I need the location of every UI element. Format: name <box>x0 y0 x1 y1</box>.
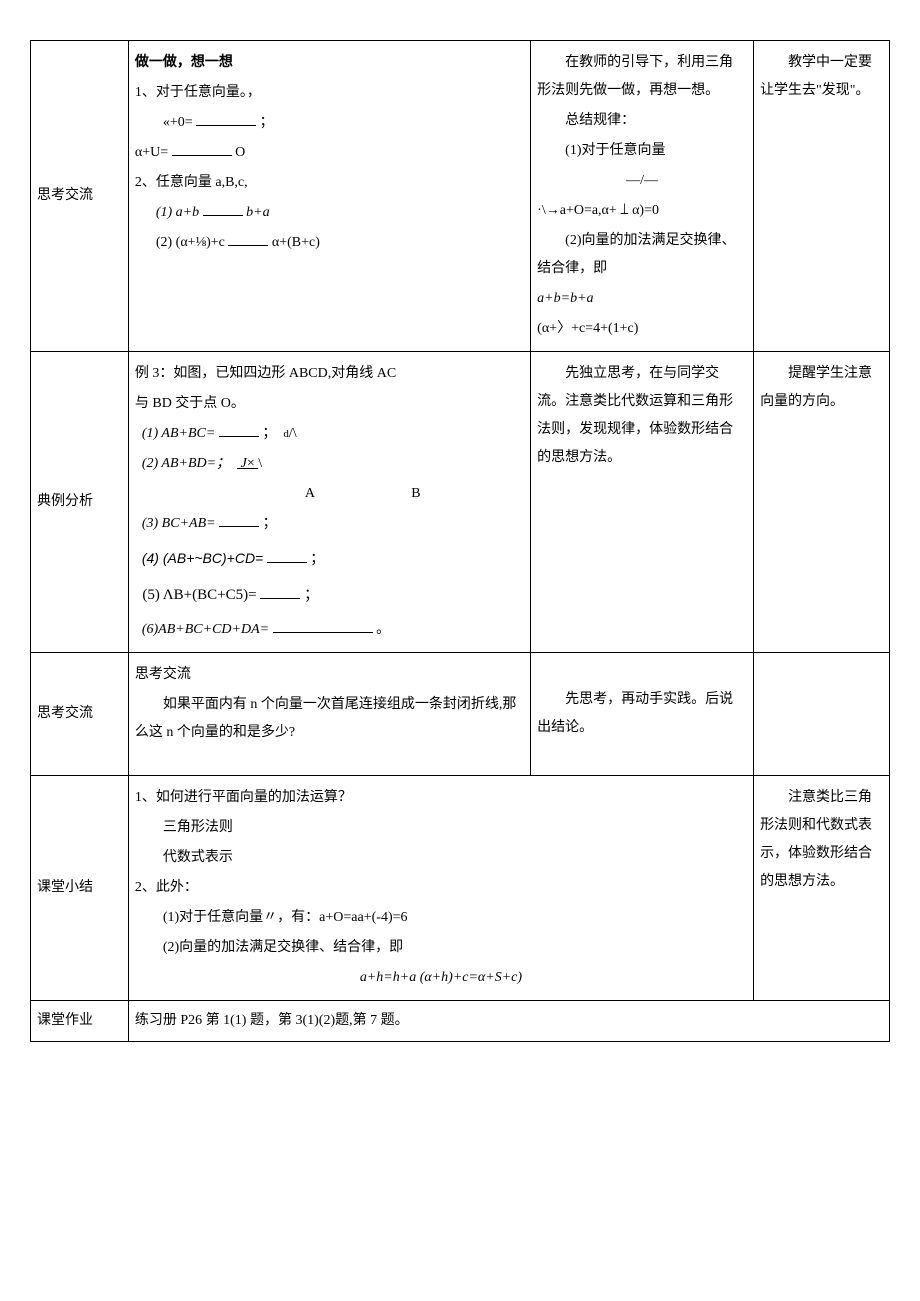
row5-label: 课堂作业 <box>31 1001 129 1042</box>
r4-l2: 2、此外： <box>135 874 747 902</box>
r1c3-p3b: ·\→a+O=a,α+ ⟘ α)=0 <box>537 197 747 225</box>
r2-i2: (2) AB+BD=； J× \ <box>135 450 524 478</box>
row-example: 典例分析 例 3：如图，已知四边形 ABCD,对角线 AC 与 BD 交于点 O… <box>31 352 890 653</box>
r2-i3-pre: (3) BC+AB= <box>142 516 216 531</box>
r1-lineb: α+U= O <box>135 139 524 167</box>
r3c3: 先思考，再动手实践。后说出结论。 <box>537 686 747 742</box>
blank <box>203 201 243 216</box>
row2-guide: 先独立思考，在与同学交流。注意类比代数运算和三角形法则，发现规律，体验数形结合的… <box>531 352 754 653</box>
r2-intro2: 与 BD 交于点 O。 <box>135 390 524 418</box>
r3-body: 如果平面内有 n 个向量一次首尾连接组成一条封闭折线,那么这 n 个向量的和是多… <box>135 691 524 747</box>
r1c3-p1: 在教师的引导下，利用三角形法则先做一做，再想一想。 <box>537 49 747 105</box>
r2-i4: (4) (AB+~BC)+CD= ； <box>135 544 524 574</box>
fig-j-text: J <box>241 456 247 471</box>
r4-l1b: 代数式表示 <box>135 844 747 872</box>
row4-label: 课堂小结 <box>31 776 129 1001</box>
row1-guide: 在教师的引导下，利用三角形法则先做一做，再想一想。 总结规律： (1)对于任意向… <box>531 41 754 352</box>
r4-l1: 1、如何进行平面向量的加法运算？ <box>135 784 747 812</box>
row-homework: 课堂作业 练习册 P26 第 1(1) 题，第 3(1)(2)题,第 7 题。 <box>31 1001 890 1042</box>
r2-i6-pre: (6)AB+BC+CD+DA= <box>142 622 269 637</box>
r1-title: 做一做，想一想 <box>135 49 524 77</box>
r1-item1: (1) a+b b+a <box>135 199 524 227</box>
row2-note: 提醒学生注意向量的方向。 <box>754 352 890 653</box>
r1c4: 教学中一定要让学生去"发现"。 <box>760 49 883 105</box>
blank <box>267 548 307 563</box>
r1-i2-suf: α+(B+c) <box>272 235 320 250</box>
r2-i3-suf: ； <box>263 516 277 531</box>
r2-i1: (1) AB+BC= ； d/\ <box>135 420 524 448</box>
r2-i4-pre: (4) (AB+~BC)+CD= <box>142 550 263 566</box>
row2-label: 典例分析 <box>31 352 129 653</box>
r1-lineb-suf: O <box>235 145 245 160</box>
r2-i5: (5) ΛB+(BC+C5)= ； <box>135 580 524 610</box>
r4c4: 注意类比三角形法则和代数式表示，体验数形结合的思想方法。 <box>760 784 883 896</box>
r1c3-eq2: (α+〉+c=4+(1+c) <box>537 315 747 343</box>
r2-i6: (6)AB+BC+CD+DA= 。 <box>135 616 524 644</box>
row4-content: 1、如何进行平面向量的加法运算？ 三角形法则 代数式表示 2、此外： (1)对于… <box>128 776 753 1001</box>
label-b: B <box>411 486 420 501</box>
r4-eq: a+h=h+a (α+h)+c=α+S+c) <box>135 964 747 992</box>
row1-content: 做一做，想一想 1、对于任意向量。， «+0= ； α+U= O 2、任意向量 … <box>128 41 530 352</box>
r1-i1-suf: b+a <box>246 205 269 220</box>
r1c3-p3: (1)对于任意向量 <box>537 137 747 165</box>
r4-l2b: (2)向量的加法满足交换律、结合律，即 <box>135 934 747 962</box>
r1-i2-pre: (2) (α+⅛)+c <box>156 235 225 250</box>
r2-ab-line: A B <box>135 480 524 508</box>
r4-l2a: (1)对于任意向量〃，有：a+O=aa+(-4)=6 <box>135 904 747 932</box>
row-think-1: 思考交流 做一做，想一想 1、对于任意向量。， «+0= ； α+U= O 2、… <box>31 41 890 352</box>
blank <box>260 583 300 599</box>
r1-linea-pre: «+0= <box>163 115 193 130</box>
blank <box>219 512 259 527</box>
r1-p1: 1、对于任意向量。， <box>135 79 524 107</box>
row1-label: 思考交流 <box>31 41 129 352</box>
row3-label: 思考交流 <box>31 653 129 776</box>
row3-guide: 先思考，再动手实践。后说出结论。 <box>531 653 754 776</box>
r1-p2: 2、任意向量 a,B,c, <box>135 169 524 197</box>
r2-i5-suf: ； <box>304 587 319 603</box>
r2c3: 先独立思考，在与同学交流。注意类比代数运算和三角形法则，发现规律，体验数形结合的… <box>537 360 747 472</box>
row2-content: 例 3：如图，已知四边形 ABCD,对角线 AC 与 BD 交于点 O。 (1)… <box>128 352 530 653</box>
r3-title: 思考交流 <box>135 661 524 689</box>
row3-content: 思考交流 如果平面内有 n 个向量一次首尾连接组成一条封闭折线,那么这 n 个向… <box>128 653 530 776</box>
blank <box>196 111 256 126</box>
r2-i2-pre: (2) AB+BD=； <box>142 456 230 471</box>
row5-content: 练习册 P26 第 1(1) 题，第 3(1)(2)题,第 7 题。 <box>128 1001 889 1042</box>
r1-i1-pre: (1) a+b <box>156 205 199 220</box>
row-think-2: 思考交流 思考交流 如果平面内有 n 个向量一次首尾连接组成一条封闭折线,那么这… <box>31 653 890 776</box>
r2-i3: (3) BC+AB= ； <box>135 510 524 538</box>
label-a: A <box>305 486 314 501</box>
r1-linea: «+0= ； <box>135 109 524 137</box>
r1-item2: (2) (α+⅛)+c α+(B+c) <box>135 229 524 257</box>
row-summary: 课堂小结 1、如何进行平面向量的加法运算？ 三角形法则 代数式表示 2、此外： … <box>31 776 890 1001</box>
r1c3-p2: 总结规律： <box>537 107 747 135</box>
r2-i1-suf: ； <box>262 426 276 441</box>
blank <box>273 618 373 633</box>
r2c4: 提醒学生注意向量的方向。 <box>760 360 883 416</box>
r5-text: 练习册 P26 第 1(1) 题，第 3(1)(2)题,第 7 题。 <box>135 1013 409 1028</box>
r2-intro1: 例 3：如图，已知四边形 ABCD,对角线 AC <box>135 360 524 388</box>
r1c3-eq1: a+b=b+a <box>537 285 747 313</box>
r1-linea-suf: ； <box>260 115 274 130</box>
fig-d: d <box>283 428 289 440</box>
blank <box>228 231 268 246</box>
r1c3-p4: (2)向量的加法满足交换律、结合律，即 <box>537 227 747 283</box>
row4-note: 注意类比三角形法则和代数式表示，体验数形结合的思想方法。 <box>754 776 890 1001</box>
r1-lineb-pre: α+U= <box>135 145 168 160</box>
blank <box>172 141 232 156</box>
r4-l1a: 三角形法则 <box>135 814 747 842</box>
r1c3-dash: —/— <box>537 167 747 195</box>
r2-i5-pre: (5) ΛB+(BC+C5)= <box>142 587 256 603</box>
r2-fig-j: J× <box>237 456 258 471</box>
r2-i1-pre: (1) AB+BC= <box>142 426 215 441</box>
blank <box>219 422 259 437</box>
row3-note <box>754 653 890 776</box>
row1-note: 教学中一定要让学生去"发现"。 <box>754 41 890 352</box>
r2-i6-suf: 。 <box>376 622 390 637</box>
lesson-table: 思考交流 做一做，想一想 1、对于任意向量。， «+0= ； α+U= O 2、… <box>30 40 890 1042</box>
r2-i4-suf: ； <box>310 552 324 567</box>
